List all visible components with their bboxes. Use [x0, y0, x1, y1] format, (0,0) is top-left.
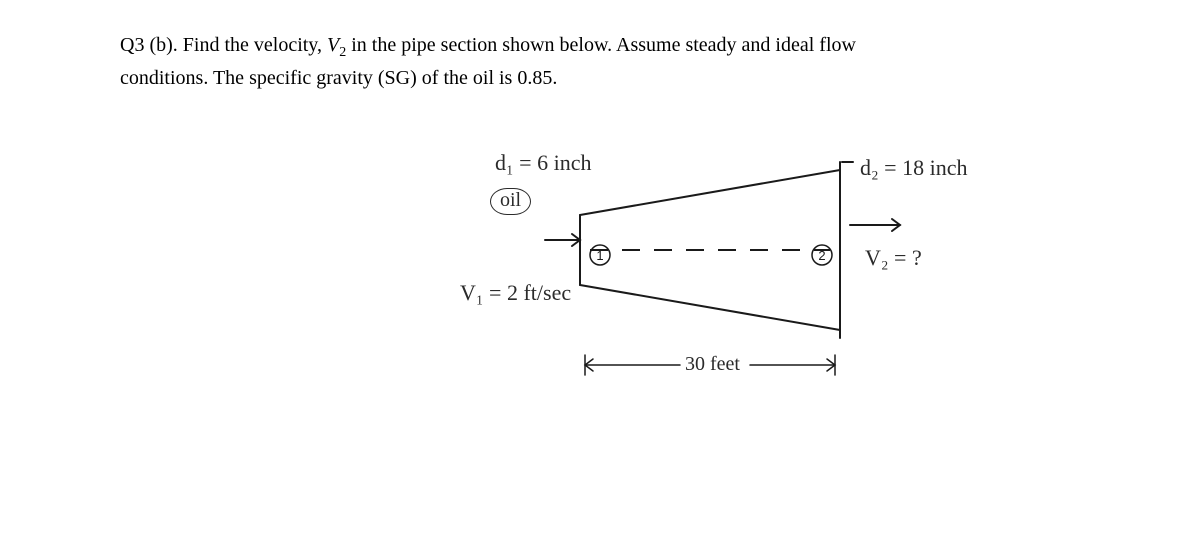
section-1-marker: 1 — [590, 245, 610, 265]
svg-text:1: 1 — [596, 248, 603, 263]
pipe-diagram: 1 2 d₁ = 6 inch d₂ = 18 inch oil — [430, 150, 1050, 450]
section-2-marker: 2 — [812, 245, 832, 265]
v2-label: V₂ = ? — [865, 245, 922, 271]
q-var: V — [327, 34, 339, 56]
d2-label: d₂ = 18 inch — [860, 155, 967, 181]
question-text: Q3 (b). Find the velocity, V2 in the pip… — [120, 30, 1080, 93]
v1-label: V₁ = 2 ft/sec — [460, 280, 571, 306]
q-label: Q3 (b). — [120, 34, 178, 56]
d1-label: d₁ = 6 inch — [495, 150, 591, 176]
length-label: 30 feet — [685, 353, 740, 376]
pipe-shape — [580, 162, 853, 338]
inlet-stub — [545, 234, 580, 246]
q-line1a: Find the velocity, — [183, 34, 327, 56]
outlet-arrow — [850, 219, 900, 231]
q-line1b: in the pipe section shown below. Assume … — [346, 34, 856, 56]
page-root: Q3 (b). Find the velocity, V 2 in the pip… — [0, 0, 1200, 543]
svg-text:2: 2 — [818, 248, 825, 263]
q-line2: conditions. The specific gravity (SG) of… — [120, 67, 557, 89]
oil-label: oil — [490, 188, 531, 215]
